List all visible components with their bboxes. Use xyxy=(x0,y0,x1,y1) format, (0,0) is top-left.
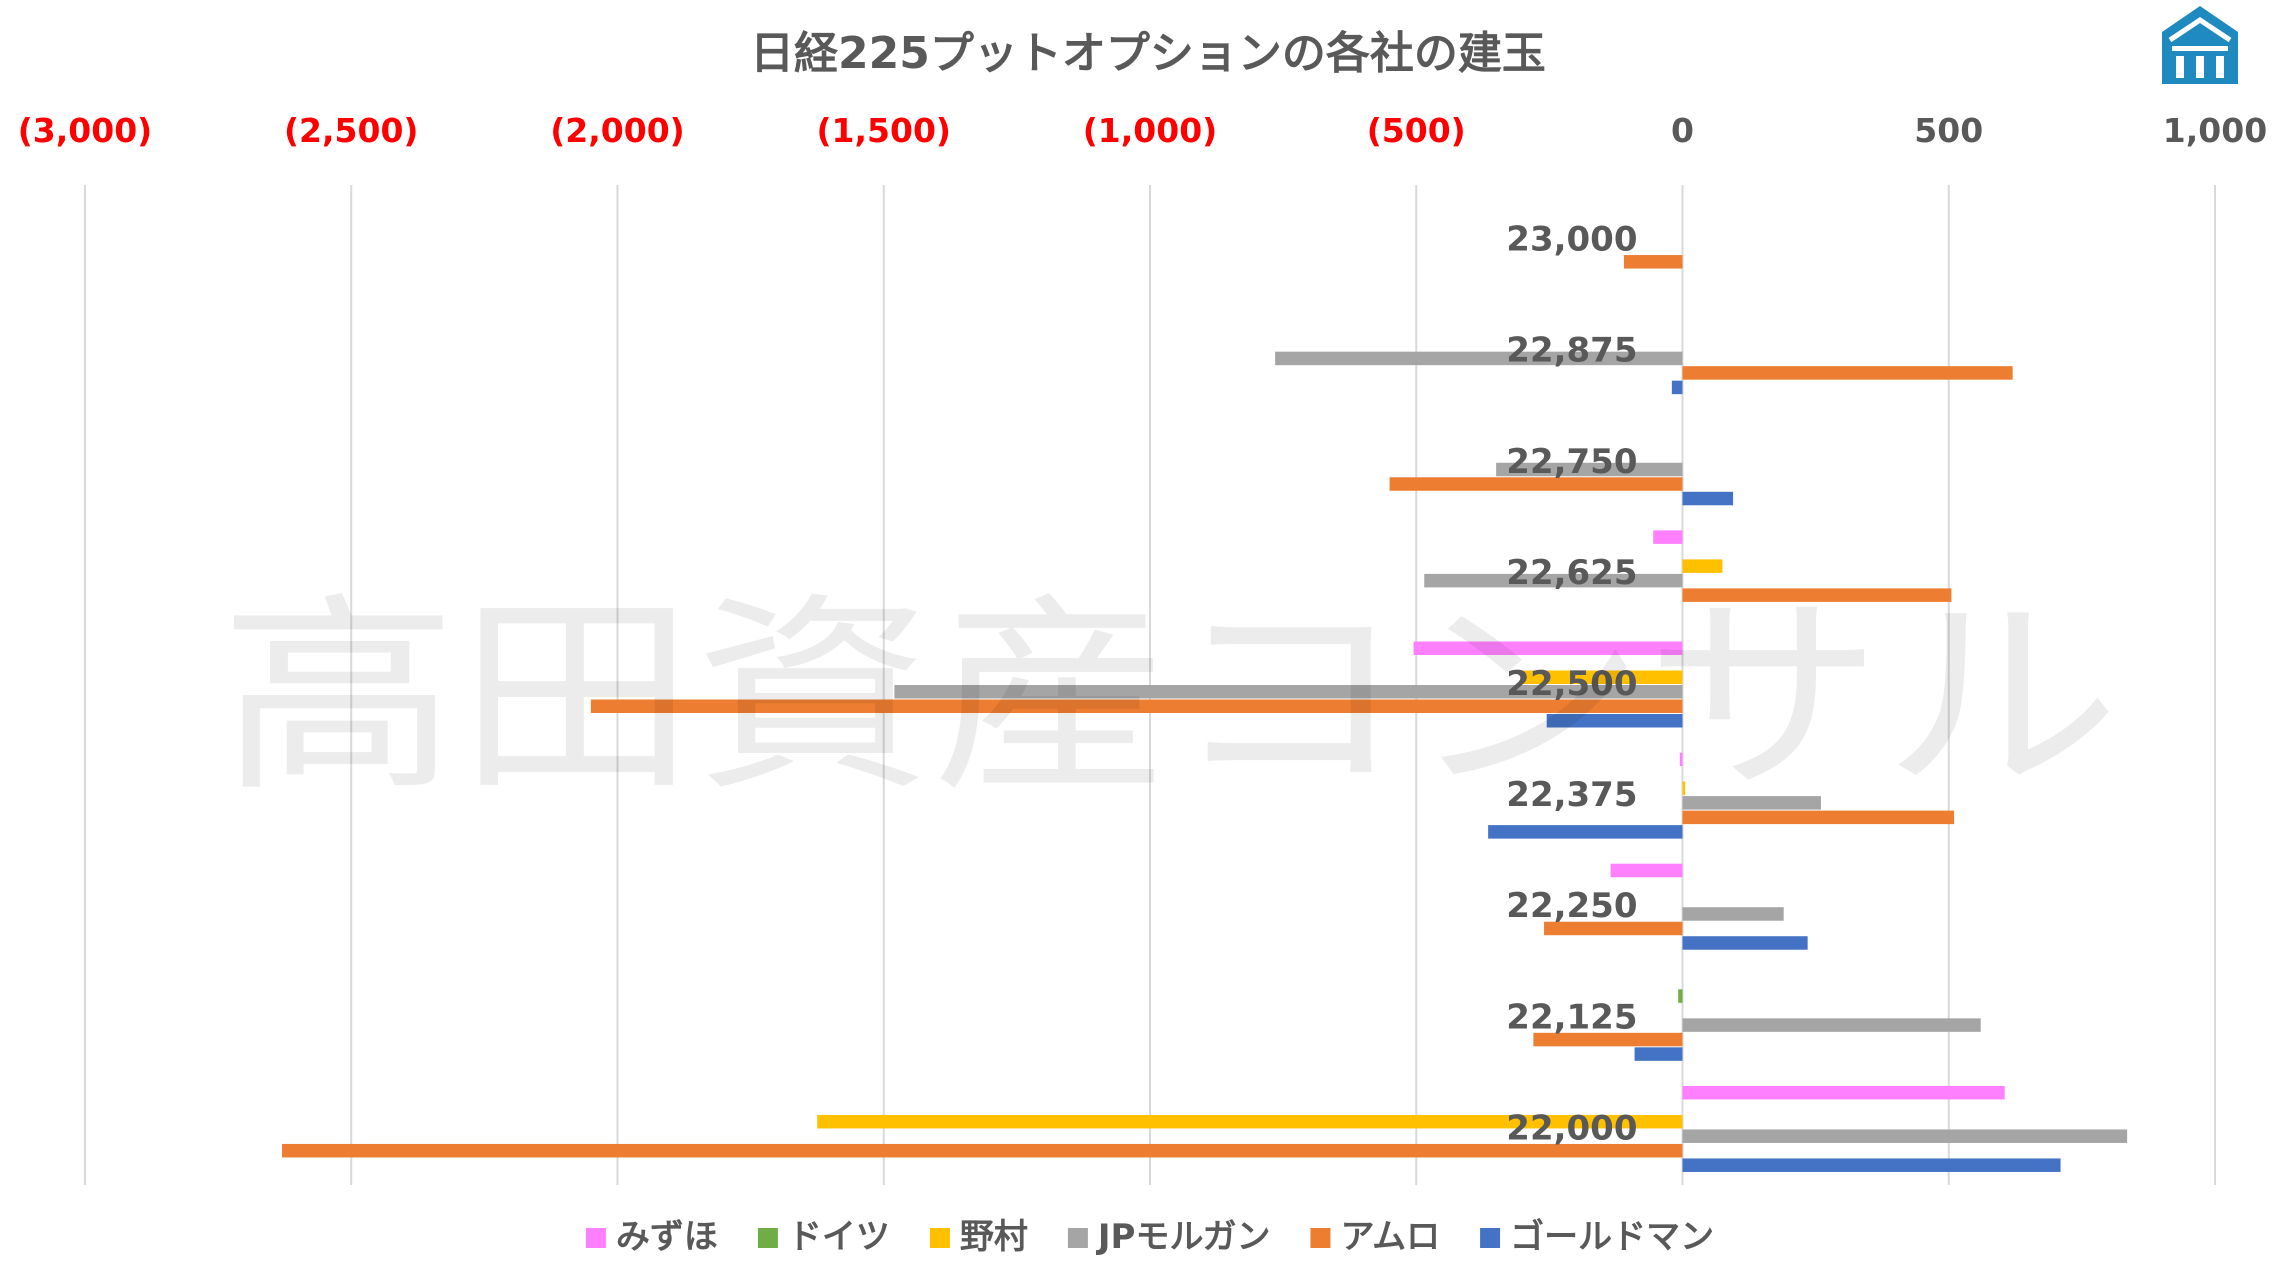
legend-item: ドイツ xyxy=(757,1217,890,1257)
category-label: 22,625 xyxy=(1506,553,1637,593)
bar xyxy=(1610,863,1683,878)
bar xyxy=(1682,1158,2061,1172)
bar xyxy=(1682,936,1808,950)
x-tick-label: (1,000) xyxy=(1083,111,1218,150)
bar xyxy=(1682,1085,2005,1100)
legend-label: ドイツ xyxy=(788,1217,890,1257)
bar xyxy=(282,1143,1683,1158)
category-label: 22,375 xyxy=(1506,775,1637,815)
chart-title: 日経225プットオプションの各社の建玉 xyxy=(750,28,1546,79)
bar xyxy=(1623,255,1683,269)
bar xyxy=(1546,714,1683,728)
bar xyxy=(1488,825,1683,839)
bar xyxy=(894,685,1683,699)
bar xyxy=(1682,491,1734,506)
category-label: 22,750 xyxy=(1506,442,1637,482)
legend-swatch xyxy=(1067,1228,1088,1248)
legend-item: アムロ xyxy=(1310,1217,1440,1257)
legend-label: JPモルガン xyxy=(1096,1217,1271,1257)
company-logo-icon xyxy=(2162,6,2238,84)
legend-swatch xyxy=(929,1228,950,1248)
x-tick-label: 500 xyxy=(1914,111,1983,150)
bar xyxy=(1413,641,1683,655)
bar xyxy=(1653,530,1683,544)
bar xyxy=(1533,1032,1683,1047)
legend-swatch xyxy=(757,1228,778,1248)
legend-item: みずほ xyxy=(585,1217,718,1257)
bar xyxy=(1682,796,1821,810)
legend-swatch xyxy=(585,1228,606,1248)
bars xyxy=(282,255,2128,1172)
bar xyxy=(817,1114,1683,1129)
bar xyxy=(1671,380,1683,395)
category-label: 22,500 xyxy=(1506,664,1637,704)
bar xyxy=(1678,989,1683,1003)
category-label: 23,000 xyxy=(1506,220,1637,260)
bar xyxy=(1682,559,1723,573)
x-tick-label: (2,000) xyxy=(550,111,685,150)
legend-swatch xyxy=(1310,1228,1331,1248)
category-labels: 23,000 22,875 22,750 22,625 22,500 22,375 22,2… xyxy=(1506,220,1637,1149)
bar xyxy=(1682,588,1952,602)
bar xyxy=(1522,670,1683,684)
bar xyxy=(1682,1018,1981,1032)
bar xyxy=(590,699,1683,713)
legend: みずほ ドイツ 野村 JPモルガン アムロ ゴールドマン xyxy=(585,1217,1714,1257)
x-tick-label: (3,000) xyxy=(18,111,153,150)
legend-label: アムロ xyxy=(1340,1217,1440,1257)
legend-item: ゴールドマン xyxy=(1480,1217,1714,1257)
bar xyxy=(1424,573,1683,588)
legend-label: ゴールドマン xyxy=(1510,1217,1714,1257)
bar xyxy=(1544,921,1683,936)
bar xyxy=(1682,366,2013,380)
bar xyxy=(1389,477,1683,491)
watermark: 高田資産コンサル xyxy=(220,575,2120,820)
bar xyxy=(1496,462,1683,477)
bar xyxy=(1682,810,1955,825)
x-tick-labels: (3,000) (2,500) (2,000) (1,500) (1,000) (500)… xyxy=(18,111,2267,150)
category-label: 22,250 xyxy=(1506,886,1637,926)
x-tick-label: 1,000 xyxy=(2163,111,2267,150)
x-tick-label: (1,500) xyxy=(816,111,951,150)
x-tick-label: (500) xyxy=(1367,111,1466,150)
bar xyxy=(1634,1047,1683,1061)
legend-swatch xyxy=(1480,1228,1501,1248)
bar xyxy=(1682,907,1784,921)
bar xyxy=(1682,781,1686,796)
bar xyxy=(1679,752,1683,767)
bar xyxy=(1275,351,1683,366)
legend-item: JPモルガン xyxy=(1067,1217,1271,1257)
legend-label: みずほ xyxy=(616,1217,718,1257)
x-tick-label: (2,500) xyxy=(284,111,419,150)
legend-label: 野村 xyxy=(960,1217,1028,1257)
category-label: 22,000 xyxy=(1506,1108,1637,1148)
x-tick-label: 0 xyxy=(1671,111,1694,150)
legend-item: 野村 xyxy=(929,1217,1028,1257)
category-label: 22,875 xyxy=(1506,331,1637,371)
category-label: 22,125 xyxy=(1506,997,1637,1037)
bar xyxy=(1682,1129,2128,1143)
